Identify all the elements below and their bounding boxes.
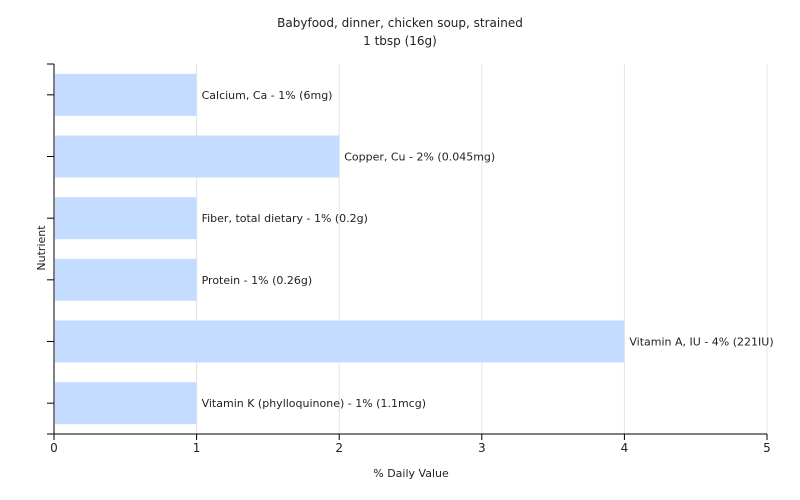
bar — [55, 197, 197, 240]
bar-label: Vitamin A, IU - 4% (221IU) — [629, 336, 773, 349]
bar — [55, 73, 197, 116]
x-tick-label: 5 — [763, 441, 771, 455]
x-tick-label: 1 — [193, 441, 201, 455]
bar-label: Protein - 1% (0.26g) — [202, 274, 313, 287]
x-tick-label: 4 — [621, 441, 629, 455]
bar-label: Vitamin K (phylloquinone) - 1% (1.1mcg) — [202, 397, 426, 410]
bar — [55, 382, 197, 425]
chart-title: Babyfood, dinner, chicken soup, strained — [277, 16, 523, 30]
x-tick-label: 2 — [335, 441, 343, 455]
x-tick-label: 3 — [478, 441, 486, 455]
bar-label: Calcium, Ca - 1% (6mg) — [202, 89, 333, 102]
x-axis-label: % Daily Value — [373, 467, 449, 480]
bar-label: Copper, Cu - 2% (0.045mg) — [344, 151, 495, 164]
x-tick-label: 0 — [50, 441, 58, 455]
chart-subtitle: 1 tbsp (16g) — [363, 34, 437, 48]
x-tick-labels: 0 1 2 3 4 5 — [50, 441, 771, 455]
y-axis-label: Nutrient — [35, 225, 48, 271]
grid-lines — [196, 64, 768, 434]
bar-label: Fiber, total dietary - 1% (0.2g) — [202, 212, 368, 225]
bar — [55, 135, 340, 178]
axes — [47, 63, 768, 440]
bar — [55, 258, 197, 301]
bar — [55, 320, 625, 363]
bar-labels: Calcium, Ca - 1% (6mg) Copper, Cu - 2% (0… — [202, 89, 774, 410]
bars — [55, 73, 625, 425]
